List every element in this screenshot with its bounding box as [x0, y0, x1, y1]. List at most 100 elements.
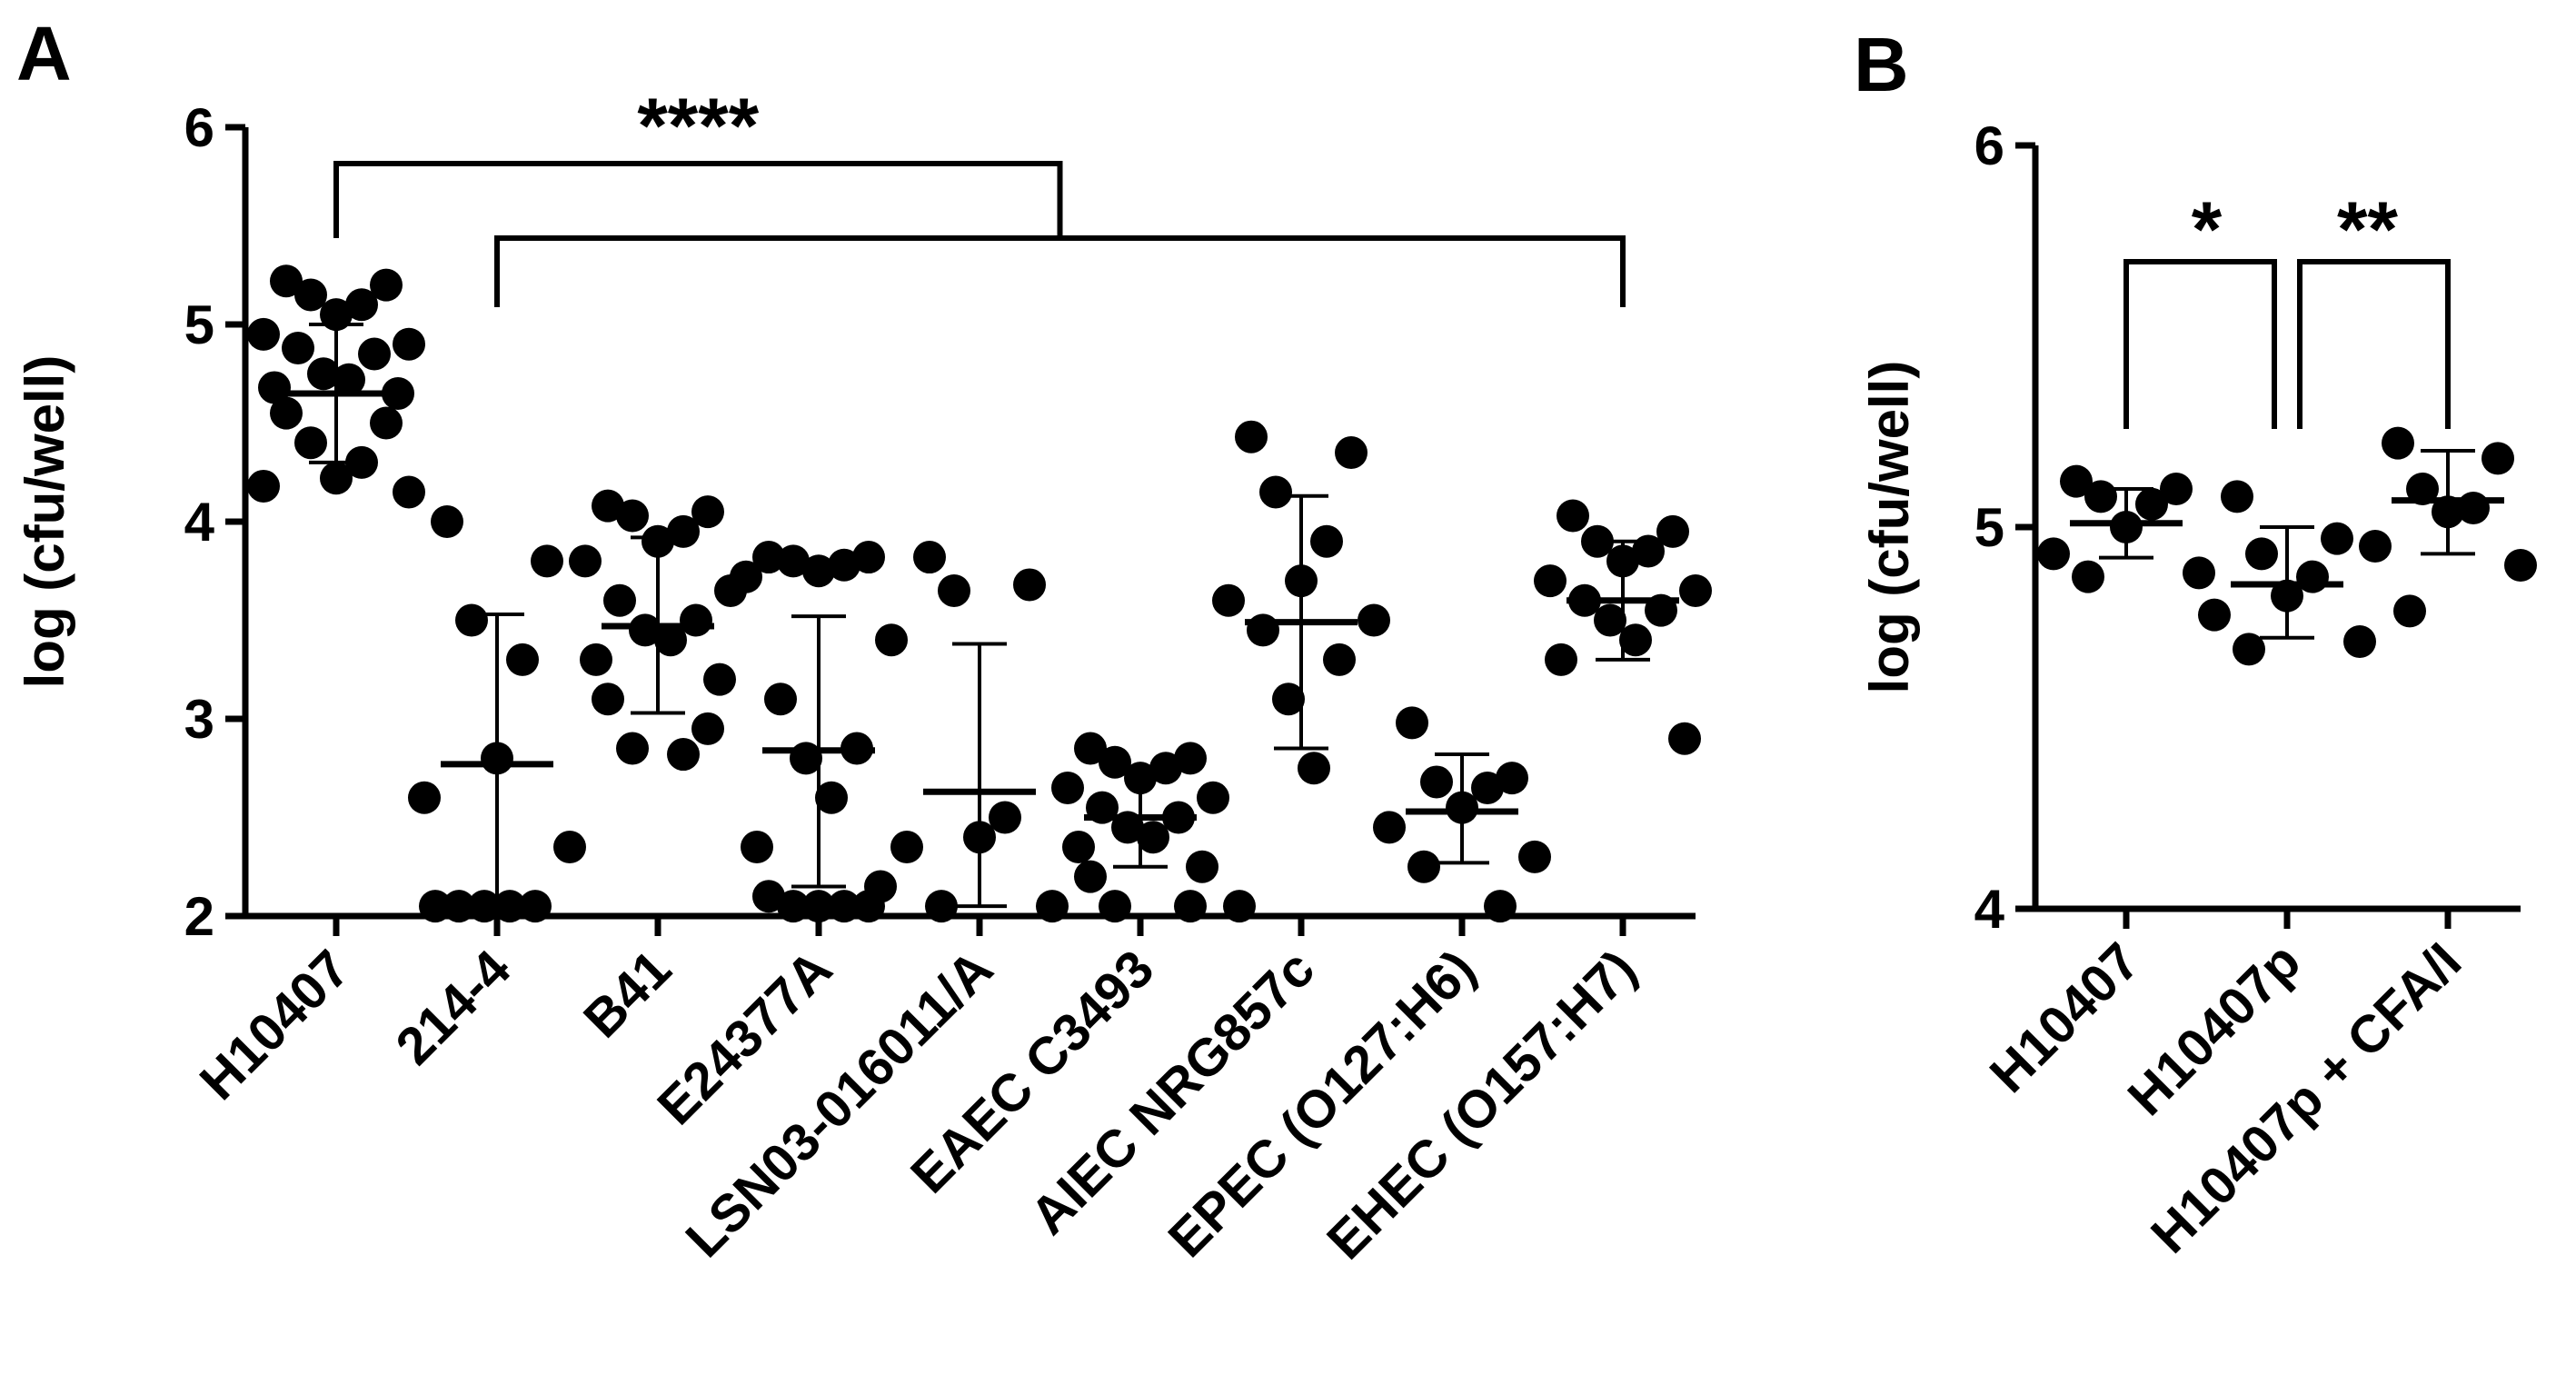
data-point: [603, 583, 636, 617]
data-point: [752, 880, 785, 913]
data-point: [2037, 537, 2070, 571]
data-point: [828, 890, 860, 923]
data-point: [1223, 890, 1256, 923]
data-point: [1606, 544, 1639, 578]
y-tick-label: 5: [184, 294, 214, 355]
data-point: [1557, 499, 1589, 533]
data-point: [1212, 583, 1245, 617]
data-point: [481, 742, 513, 775]
data-point: [1247, 613, 1279, 647]
data-point: [1149, 752, 1182, 785]
data-point: [506, 643, 539, 676]
data-point: [2393, 594, 2426, 628]
data-point: [852, 541, 885, 574]
data-point: [320, 462, 353, 495]
data-point: [730, 560, 762, 593]
data-point: [592, 683, 624, 716]
significance-stars: **: [2337, 186, 2398, 274]
data-point: [1235, 420, 1268, 453]
data-point: [1124, 762, 1157, 795]
data-point: [629, 613, 661, 647]
data-point: [1407, 850, 1440, 883]
data-point: [1679, 573, 1712, 607]
data-point: [1051, 771, 1084, 804]
data-point: [358, 337, 391, 371]
data-point: [2504, 549, 2537, 582]
data-point: [2135, 487, 2168, 521]
data-point: [790, 742, 822, 775]
data-point: [1174, 742, 1207, 775]
data-point: [2321, 522, 2353, 555]
data-point: [802, 890, 835, 923]
x-tick-label: LSN03-016011/A: [674, 939, 1004, 1269]
data-point: [752, 541, 785, 574]
data-point: [1545, 643, 1577, 676]
data-point: [777, 890, 810, 923]
x-tick-label: EHEC (O157:H7): [1316, 939, 1647, 1270]
data-point: [1446, 791, 1478, 824]
data-point: [667, 514, 700, 548]
data-point: [345, 445, 378, 479]
data-point: [1186, 850, 1218, 883]
series-2: [2198, 480, 2376, 666]
data-point: [2233, 633, 2265, 666]
data-point: [2343, 625, 2376, 658]
data-point: [764, 683, 797, 716]
y-tick-label: 4: [1974, 879, 2005, 940]
significance-bracket: * **: [2123, 186, 2451, 429]
data-point: [1197, 781, 1229, 814]
data-point: [282, 332, 314, 365]
series-3: [569, 489, 747, 772]
data-point: [370, 268, 403, 302]
data-point: [307, 357, 340, 391]
data-point: [408, 781, 441, 814]
data-point: [1656, 514, 1689, 548]
bracket-top: [333, 161, 1063, 238]
data-point: [519, 890, 552, 923]
data-point: [1396, 706, 1428, 740]
series-1: [247, 264, 425, 509]
y-tick-label: 3: [184, 689, 214, 750]
series-3: [2359, 426, 2537, 628]
data-point: [667, 738, 700, 772]
y-tick-label: 6: [1974, 115, 2004, 176]
data-point: [2160, 473, 2193, 505]
data-point: [1420, 765, 1453, 799]
data-point: [531, 544, 563, 578]
data-point: [592, 489, 624, 523]
data-point: [1298, 752, 1330, 785]
data-point: [468, 890, 501, 923]
bracket-2: [2297, 259, 2451, 429]
panel-letter: A: [16, 11, 72, 96]
data-point: [913, 541, 946, 574]
data-point: [1594, 603, 1626, 637]
data-point: [2072, 560, 2104, 593]
significance-bracket: ****: [333, 83, 1626, 307]
x-tick-label: EPEC (O127:H6): [1157, 939, 1487, 1269]
data-point: [419, 890, 452, 923]
data-point: [1272, 683, 1305, 716]
y-tick-label: 2: [184, 886, 214, 947]
data-point: [294, 426, 327, 460]
data-point: [1099, 745, 1131, 779]
data-point: [691, 712, 724, 745]
data-point: [569, 544, 602, 578]
data-point: [1534, 564, 1566, 598]
data-point: [320, 298, 353, 332]
data-point: [333, 363, 365, 396]
data-point: [443, 890, 475, 923]
series-7: [1212, 420, 1390, 923]
data-point: [1259, 475, 1292, 509]
data-point: [1518, 840, 1551, 873]
data-point: [703, 663, 736, 696]
data-point: [2198, 598, 2231, 632]
data-point: [875, 623, 908, 657]
data-point: [963, 821, 996, 854]
data-point: [691, 495, 724, 529]
x-tick-label: B41: [572, 939, 682, 1049]
data-point: [270, 264, 303, 298]
data-point: [1036, 890, 1069, 923]
data-point: [370, 406, 403, 440]
